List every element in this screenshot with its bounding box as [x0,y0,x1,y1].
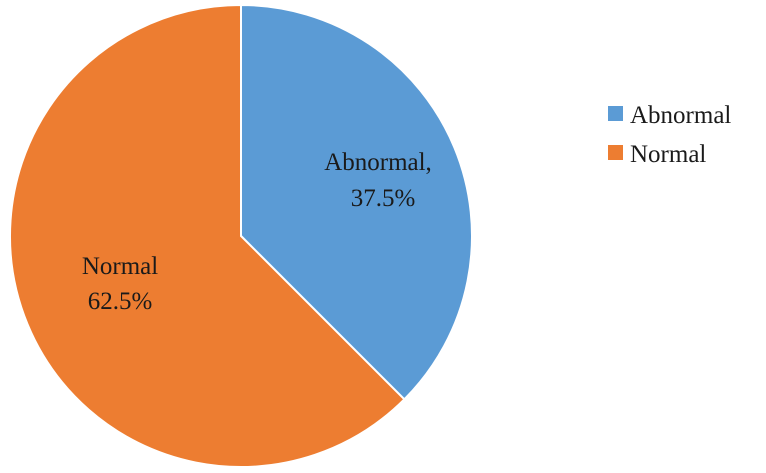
slice-label-normal-name: Normal [82,253,158,280]
pie-slices [9,3,473,468]
pie-slice-abnormal [240,3,473,401]
slice-label-normal-value: 62.5% [88,288,153,315]
legend-swatch-abnormal [608,106,623,121]
legend-swatch-normal [608,145,623,160]
legend-label-normal: Normal [630,141,706,168]
legend: Abnormal Normal [608,102,731,168]
slice-label-abnormal-name: Abnormal, [324,149,432,176]
slice-label-abnormal-value: 37.5% [351,185,416,212]
pie-slice-normal [9,3,406,468]
legend-label-abnormal: Abnormal [630,102,731,129]
